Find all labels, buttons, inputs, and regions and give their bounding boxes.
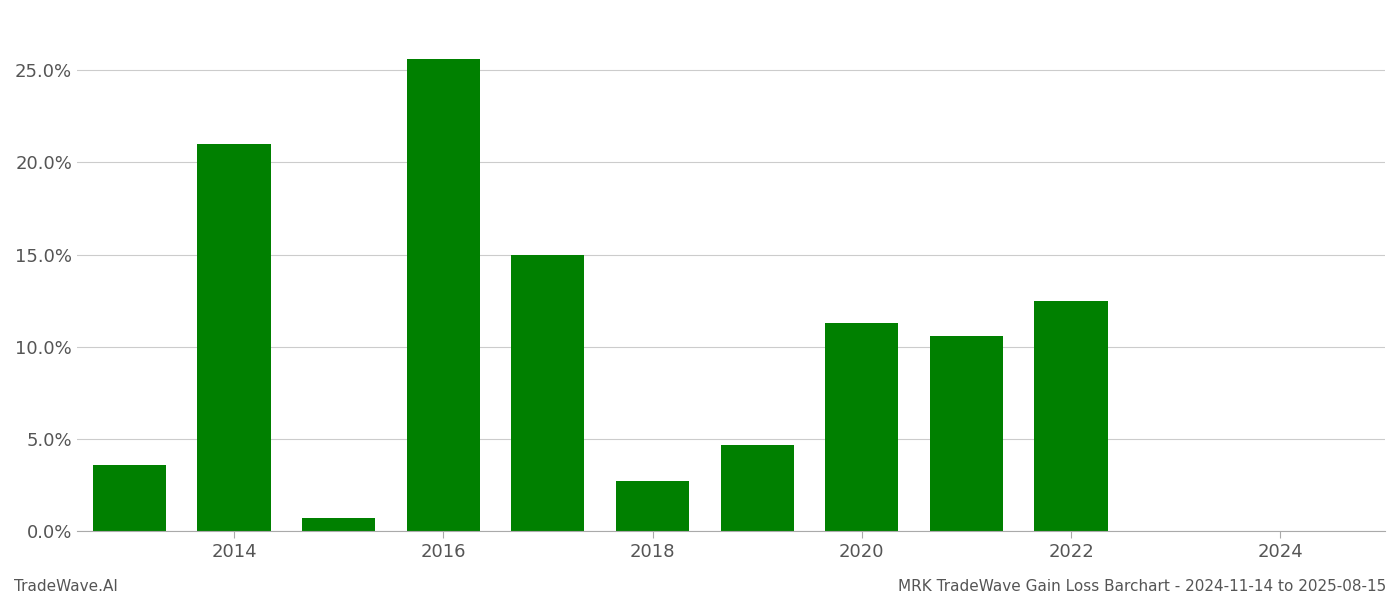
Bar	[616, 481, 689, 531]
Bar	[825, 323, 899, 531]
Bar	[721, 445, 794, 531]
Bar	[930, 336, 1002, 531]
Bar	[197, 144, 270, 531]
Text: MRK TradeWave Gain Loss Barchart - 2024-11-14 to 2025-08-15: MRK TradeWave Gain Loss Barchart - 2024-…	[897, 579, 1386, 594]
Bar	[511, 254, 584, 531]
Bar	[302, 518, 375, 531]
Text: TradeWave.AI: TradeWave.AI	[14, 579, 118, 594]
Bar	[406, 59, 480, 531]
Bar	[92, 465, 167, 531]
Bar	[1035, 301, 1107, 531]
